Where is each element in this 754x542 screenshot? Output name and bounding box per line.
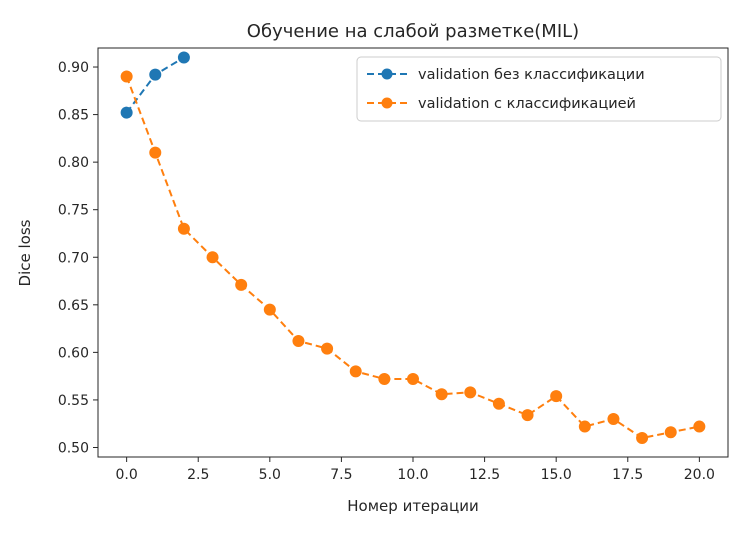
data-point-series-1 xyxy=(407,373,419,385)
y-tick-label: 0.75 xyxy=(58,203,89,219)
y-tick-label: 0.50 xyxy=(58,440,89,456)
data-point-series-1 xyxy=(521,409,534,422)
series-line-0 xyxy=(125,56,185,114)
data-point-series-1 xyxy=(120,70,133,83)
x-tick-label: 5.0 xyxy=(259,467,281,483)
y-axis-ticks: 0.50 0.55 0.60 0.65 0.70 0.75 0.80 0.85 0.90 xyxy=(58,60,98,456)
data-point-series-0 xyxy=(149,68,162,81)
chart-title: Обучение на слабой разметке(MIL) xyxy=(247,21,579,42)
data-point-series-1 xyxy=(321,342,334,355)
y-axis-label: Dice loss xyxy=(16,219,34,286)
x-axis-label: Номер итерации xyxy=(347,497,478,515)
data-point-series-1 xyxy=(435,388,448,401)
y-tick-label: 0.70 xyxy=(58,250,89,266)
data-point-series-1 xyxy=(263,303,276,316)
x-tick-label: 10.0 xyxy=(397,467,428,483)
y-tick-label: 0.65 xyxy=(58,298,89,314)
data-point-series-1 xyxy=(177,222,190,235)
x-tick-label: 12.5 xyxy=(469,467,500,483)
data-point-series-1 xyxy=(149,146,162,159)
data-point-series-1 xyxy=(464,386,477,399)
y-tick-label: 0.60 xyxy=(58,345,89,361)
data-point-series-1 xyxy=(492,397,505,410)
legend-marker-with-classification xyxy=(381,97,393,109)
data-point-series-1 xyxy=(550,390,563,403)
x-tick-label: 7.5 xyxy=(330,467,352,483)
data-point-series-1 xyxy=(578,420,591,433)
y-tick-label: 0.90 xyxy=(58,60,89,76)
x-tick-label: 2.5 xyxy=(187,467,209,483)
data-point-series-1 xyxy=(292,334,305,347)
data-point-series-1 xyxy=(664,426,677,439)
data-point-series-1 xyxy=(378,373,391,385)
x-tick-label: 0.0 xyxy=(116,467,138,483)
x-tick-label: 17.5 xyxy=(612,467,643,483)
data-point-series-1 xyxy=(636,431,649,444)
series-line-1 xyxy=(125,76,700,440)
data-point-series-1 xyxy=(206,251,219,264)
y-tick-label: 0.85 xyxy=(58,108,89,124)
legend-label-without-classification: validation без классификации xyxy=(418,67,645,83)
y-tick-label: 0.55 xyxy=(58,393,89,409)
legend-box xyxy=(356,56,722,122)
data-point-series-1 xyxy=(607,412,620,425)
data-point-series-1 xyxy=(693,420,706,433)
data-point-series-1 xyxy=(349,365,362,378)
y-tick-label: 0.80 xyxy=(58,155,89,171)
x-tick-label: 15.0 xyxy=(541,467,572,483)
x-axis-ticks: 0.0 2.5 5.0 7.5 10.0 12.5 15.0 17.5 20.0 xyxy=(116,457,715,483)
legend-label-with-classification: validation с классификацией xyxy=(418,96,636,112)
x-tick-label: 20.0 xyxy=(684,467,715,483)
series-layer xyxy=(120,51,706,444)
data-point-series-1 xyxy=(235,278,248,291)
data-point-series-0 xyxy=(177,51,190,64)
data-point-series-0 xyxy=(120,106,133,119)
legend-marker-without-classification xyxy=(381,68,393,80)
legend: validation без классификации validation … xyxy=(356,56,722,122)
